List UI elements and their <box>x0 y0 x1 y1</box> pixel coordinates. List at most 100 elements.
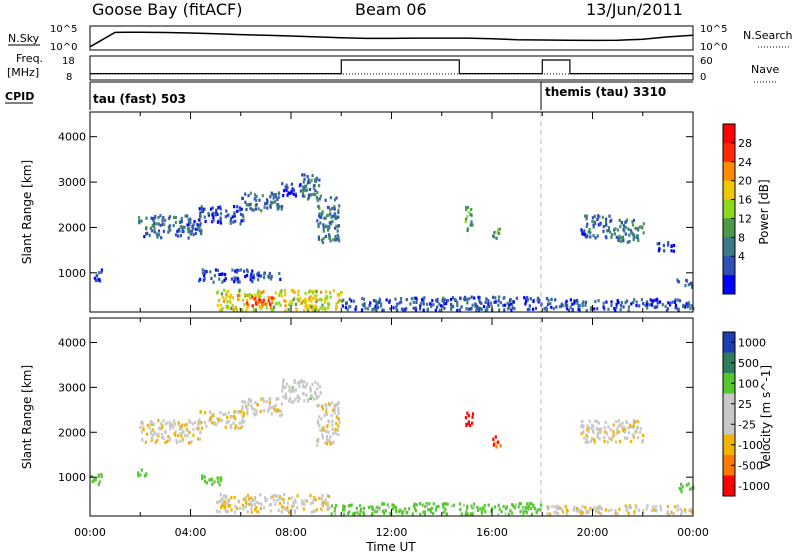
colorbar-tick-label: 28 <box>738 137 752 150</box>
scatter-cell <box>239 268 242 272</box>
scatter-cell <box>328 291 332 295</box>
scatter-cell <box>593 220 596 224</box>
scatter-cell <box>100 268 103 272</box>
scatter-cell <box>164 218 167 222</box>
scatter-cell <box>209 207 213 211</box>
scatter-cell <box>497 303 500 307</box>
scatter-cell <box>253 502 256 506</box>
scatter-cell <box>666 504 670 509</box>
scatter-cell <box>498 308 501 312</box>
scatter-cell <box>246 269 249 274</box>
scatter-cell <box>315 508 318 512</box>
scatter-cell <box>175 439 178 443</box>
velocity-ylabel: Slant Range [km] <box>20 365 34 469</box>
scatter-cell <box>317 235 320 239</box>
scatter-cell <box>680 487 683 491</box>
scatter-cell <box>303 187 306 191</box>
scatter-cell <box>604 508 607 512</box>
scatter-cell <box>330 215 333 219</box>
scatter-cell <box>301 502 304 506</box>
y-tick-label: 3000 <box>58 176 86 189</box>
scatter-cell <box>331 419 334 423</box>
scatter-cell <box>663 249 666 253</box>
nave-tick-low: 0 <box>700 72 706 83</box>
scatter-cell <box>399 297 403 301</box>
scatter-cell <box>645 507 648 511</box>
scatter-cell <box>276 204 279 208</box>
scatter-cell <box>246 301 249 305</box>
scatter-cell <box>497 299 500 303</box>
scatter-cell <box>238 290 241 294</box>
scatter-cell <box>137 471 140 475</box>
scatter-cell <box>509 508 512 513</box>
scatter-cell <box>442 296 445 300</box>
scatter-cell <box>421 503 424 507</box>
scatter-cell <box>583 232 586 236</box>
scatter-cell <box>337 433 340 437</box>
scatter-cell <box>199 228 202 232</box>
scatter-cell <box>168 224 171 228</box>
scatter-cell <box>424 505 427 509</box>
velocity-frame <box>89 317 694 517</box>
scatter-cell <box>476 505 479 509</box>
scatter-cell <box>395 305 398 309</box>
scatter-cell <box>597 299 600 303</box>
scatter-cell <box>190 229 194 233</box>
scatter-cell <box>148 233 151 237</box>
scatter-cell <box>97 475 100 479</box>
scatter-cell <box>419 301 423 306</box>
scatter-cell <box>503 296 506 300</box>
scatter-cell <box>141 421 144 425</box>
scatter-cell <box>458 502 462 506</box>
scatter-cell <box>286 508 289 512</box>
scatter-cell <box>535 511 538 515</box>
scatter-cell <box>463 297 466 301</box>
scatter-cell <box>307 290 310 294</box>
scatter-cell <box>564 504 567 509</box>
scatter-cell <box>631 223 635 227</box>
scatter-cell <box>181 439 184 443</box>
scatter-cell <box>319 297 322 301</box>
scatter-cell <box>145 216 148 220</box>
scatter-cell <box>215 509 218 513</box>
scatter-cell <box>635 300 638 304</box>
scatter-cell <box>193 219 196 224</box>
scatter-cell <box>320 507 323 511</box>
scatter-cell <box>296 395 299 399</box>
scatter-cell <box>160 432 164 436</box>
scatter-cell <box>459 508 462 512</box>
scatter-cell <box>333 510 336 514</box>
scatter-cell <box>256 403 259 407</box>
scatter-cell <box>286 501 290 505</box>
scatter-cell <box>217 298 220 303</box>
scatter-cell <box>198 422 201 426</box>
scatter-cell <box>423 510 427 514</box>
scatter-cell <box>649 298 652 302</box>
scatter-cell <box>332 214 335 218</box>
scatter-cell <box>168 424 172 428</box>
scatter-cell <box>277 397 280 401</box>
scatter-cell <box>305 393 308 397</box>
scatter-cell <box>466 227 469 231</box>
scatter-cell <box>213 274 216 278</box>
scatter-cell <box>309 187 312 192</box>
scatter-cell <box>624 504 627 508</box>
scatter-cell <box>146 231 149 235</box>
scatter-cell <box>526 502 529 506</box>
scatter-cell <box>428 502 431 506</box>
scatter-cell <box>603 435 606 440</box>
scatter-cell <box>296 381 299 385</box>
scatter-cell <box>327 430 330 434</box>
scatter-cell <box>292 288 295 292</box>
scatter-cell <box>245 207 248 212</box>
scatter-cell <box>391 503 394 507</box>
scatter-cell <box>592 507 595 512</box>
scatter-cell <box>186 223 189 227</box>
scatter-cell <box>478 298 481 302</box>
scatter-cell <box>638 304 641 308</box>
scatter-cell <box>238 280 241 284</box>
scatter-cell <box>470 213 473 217</box>
scatter-cell <box>330 441 333 445</box>
scatter-cell <box>468 211 471 215</box>
scatter-cell <box>436 297 439 301</box>
